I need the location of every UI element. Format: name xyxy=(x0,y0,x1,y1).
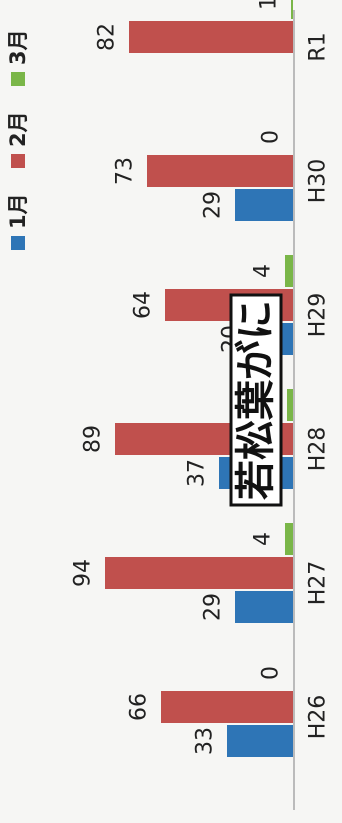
chart-title: 若松葉がに xyxy=(229,293,283,507)
bar-H30-1月 xyxy=(235,189,293,221)
data-label-H29-3月: 4 xyxy=(251,264,276,278)
bar-R1-3月 xyxy=(291,0,293,19)
data-label-H28-2月: 89 xyxy=(81,425,106,453)
category-label-H29: H29 xyxy=(306,293,331,338)
data-label-R1-2月: 82 xyxy=(95,23,120,51)
category-label-H30: H30 xyxy=(306,159,331,204)
bar-H29-3月 xyxy=(285,255,293,287)
data-label-H28-1月: 37 xyxy=(185,459,210,487)
data-label-R1-3月: 1 xyxy=(257,0,282,10)
bar-H28-3月 xyxy=(287,389,293,421)
data-label-H27-1月: 29 xyxy=(201,593,226,621)
bar-H26-1月 xyxy=(227,725,293,757)
bar-H27-1月 xyxy=(235,591,293,623)
data-label-H27-3月: 4 xyxy=(251,532,276,546)
category-label-H27: H27 xyxy=(306,561,331,606)
data-label-H26-3月: 0 xyxy=(259,666,284,680)
bar-H30-2月 xyxy=(147,155,293,187)
bar-H26-2月 xyxy=(161,691,293,723)
category-label-H28: H28 xyxy=(306,427,331,472)
labels-layer: 33660H2629944H2737893H2820644H2929730H30… xyxy=(71,0,331,755)
bar-H27-2月 xyxy=(105,557,293,589)
legend-label-1月: 1月 xyxy=(6,193,30,229)
legend-label-3月: 3月 xyxy=(6,29,30,65)
data-label-H30-1月: 29 xyxy=(201,191,226,219)
bar-H27-3月 xyxy=(285,523,293,555)
data-label-H26-2月: 66 xyxy=(127,693,152,721)
legend-swatch-1月 xyxy=(11,236,25,250)
data-label-H26-1月: 33 xyxy=(193,727,218,755)
data-label-H30-2月: 73 xyxy=(113,157,138,185)
data-label-H30-3月: 0 xyxy=(259,130,284,144)
data-label-H27-2月: 94 xyxy=(71,559,96,587)
legend: 1月 2月 3月 xyxy=(6,29,30,250)
title-text: 若松葉がに xyxy=(233,300,279,500)
legend-swatch-3月 xyxy=(11,72,25,86)
legend-swatch-2月 xyxy=(11,154,25,168)
data-label-H29-2月: 64 xyxy=(131,291,156,319)
title-frame xyxy=(229,293,283,507)
category-label-R1: R1 xyxy=(306,32,331,61)
category-label-H26: H26 xyxy=(306,695,331,740)
legend-label-2月: 2月 xyxy=(6,111,30,147)
bar-R1-2月 xyxy=(129,21,293,53)
